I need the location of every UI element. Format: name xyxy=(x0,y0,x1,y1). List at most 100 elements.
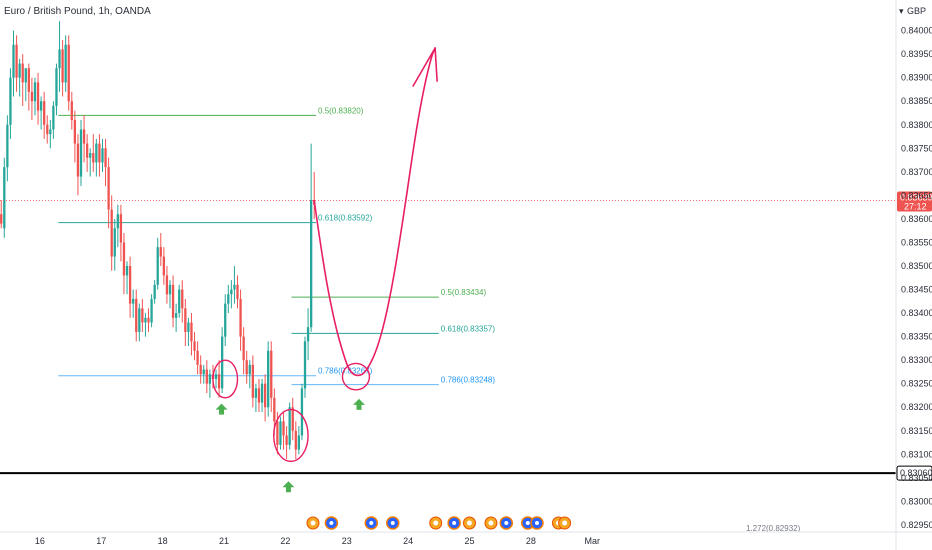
projection-arrowhead-left xyxy=(412,47,436,87)
highlight-circle[interactable] xyxy=(341,362,371,391)
candle-body xyxy=(147,317,150,323)
gb-flag-event-dot xyxy=(452,521,457,525)
y-tick-label: 0.83500 xyxy=(901,261,932,271)
candle-body xyxy=(52,105,55,130)
y-tick-label: 0.82950 xyxy=(901,520,932,530)
candle-body xyxy=(135,298,138,332)
candle-body xyxy=(208,374,212,384)
candle-body xyxy=(46,124,49,135)
y-tick-label: 0.83700 xyxy=(901,167,932,177)
candle-body xyxy=(15,44,18,78)
y-tick-label: 0.83650 xyxy=(901,190,932,200)
candle-body xyxy=(309,200,313,328)
candle-body xyxy=(76,143,80,177)
candle-body xyxy=(242,336,245,361)
x-tick-label: 17 xyxy=(96,536,106,546)
candle-body xyxy=(282,421,285,436)
y-tick-label: 0.84000 xyxy=(901,26,932,36)
y-tick-label: 0.83450 xyxy=(901,285,932,295)
candle-body xyxy=(205,369,208,384)
projection-curve[interactable] xyxy=(313,47,436,377)
x-tick-label: 18 xyxy=(158,536,168,546)
candle-body xyxy=(144,317,147,323)
candle-body xyxy=(288,407,291,445)
y-tick-label: 0.83850 xyxy=(901,96,932,106)
candle-body xyxy=(162,256,166,276)
eu-flag-event-dot xyxy=(466,520,472,526)
candle-body xyxy=(92,153,95,163)
candle-body xyxy=(95,143,98,163)
candle-body xyxy=(79,129,83,177)
gb-flag-event-dot xyxy=(329,521,334,525)
candle-body xyxy=(82,129,86,144)
last-price-value: 0.83639 xyxy=(900,193,932,203)
candle-body xyxy=(174,313,178,318)
fib-level-label: 0.618(0.83592) xyxy=(318,214,373,223)
highlight-circle[interactable] xyxy=(212,359,239,399)
fibonacci-levels[interactable]: 0.5(0.83820) 0.618(0.83592) 0.786(0.83267)… xyxy=(58,106,496,386)
up-arrow-icon[interactable] xyxy=(353,398,366,410)
candle-body xyxy=(3,167,6,229)
candle-body xyxy=(199,364,202,375)
fib-level-label: 0.5(0.83434) xyxy=(441,288,487,297)
candle-body xyxy=(276,421,279,445)
currency-chevron-icon[interactable]: ▾ xyxy=(899,6,904,16)
candle-body xyxy=(12,44,15,78)
candle-body xyxy=(125,266,129,276)
x-tick-label: 16 xyxy=(35,536,45,546)
candle-body xyxy=(39,101,43,111)
candle-body xyxy=(119,214,123,243)
candle-body xyxy=(27,68,30,92)
candle-body xyxy=(303,341,307,389)
candle-body xyxy=(221,336,224,389)
price-axis[interactable]: 0.84000 0.83950 0.83900 0.83850 0.83800 0.837… xyxy=(895,0,932,550)
y-tick-label: 0.83750 xyxy=(901,143,932,153)
time-axis[interactable]: 16 17 18 21 22 23 24 25 28 Mar xyxy=(0,531,932,546)
up-arrow-icon[interactable] xyxy=(215,403,228,415)
candle-body xyxy=(43,101,46,125)
y-tick-label: 0.83400 xyxy=(901,308,932,318)
candle-body xyxy=(138,308,141,332)
buy-arrows[interactable] xyxy=(215,398,366,493)
x-tick-label: 23 xyxy=(342,536,352,546)
candle-body xyxy=(150,298,153,323)
candle-body xyxy=(30,91,34,102)
x-tick-label: 21 xyxy=(219,536,229,546)
y-tick-label: 0.83300 xyxy=(901,355,932,365)
gb-flag-event-dot xyxy=(525,521,530,525)
y-tick-label: 0.83150 xyxy=(901,426,932,436)
candle-body xyxy=(122,242,126,276)
candle-body xyxy=(18,63,21,78)
gb-flag-event-dot xyxy=(390,521,395,525)
candle-body xyxy=(196,350,199,365)
event-icons[interactable]: 1.272(0.82932) xyxy=(306,516,801,533)
support-line[interactable]: 0.83060 xyxy=(0,465,932,481)
fib-level-label: 0.5(0.83820) xyxy=(318,106,364,115)
y-tick-label: 0.83800 xyxy=(901,120,932,130)
fib-level-label: 0.786(0.83248) xyxy=(441,376,496,385)
candle-body xyxy=(9,77,12,125)
up-arrow-icon[interactable] xyxy=(282,481,295,493)
candle-body xyxy=(67,44,70,102)
candle-body xyxy=(33,82,37,102)
eu-flag-event-dot xyxy=(433,520,439,526)
candle-body xyxy=(104,148,107,168)
hand-drawings[interactable] xyxy=(212,47,438,463)
eu-flag-event-dot xyxy=(310,520,316,526)
highlight-circle[interactable] xyxy=(273,408,309,463)
candle-body xyxy=(236,284,239,299)
x-tick-label: 24 xyxy=(403,536,413,546)
fib-level-label: 0.618(0.83357) xyxy=(441,324,496,333)
y-tick-label: 0.83000 xyxy=(901,496,932,506)
candle-body xyxy=(113,228,116,257)
candle-body xyxy=(116,214,119,229)
candle-body xyxy=(171,284,175,318)
candle-series xyxy=(0,21,316,460)
candle-body xyxy=(251,364,254,398)
candle-body xyxy=(168,284,172,295)
candle-body xyxy=(297,435,301,450)
candle-body xyxy=(24,68,27,83)
candle-body xyxy=(239,298,242,337)
